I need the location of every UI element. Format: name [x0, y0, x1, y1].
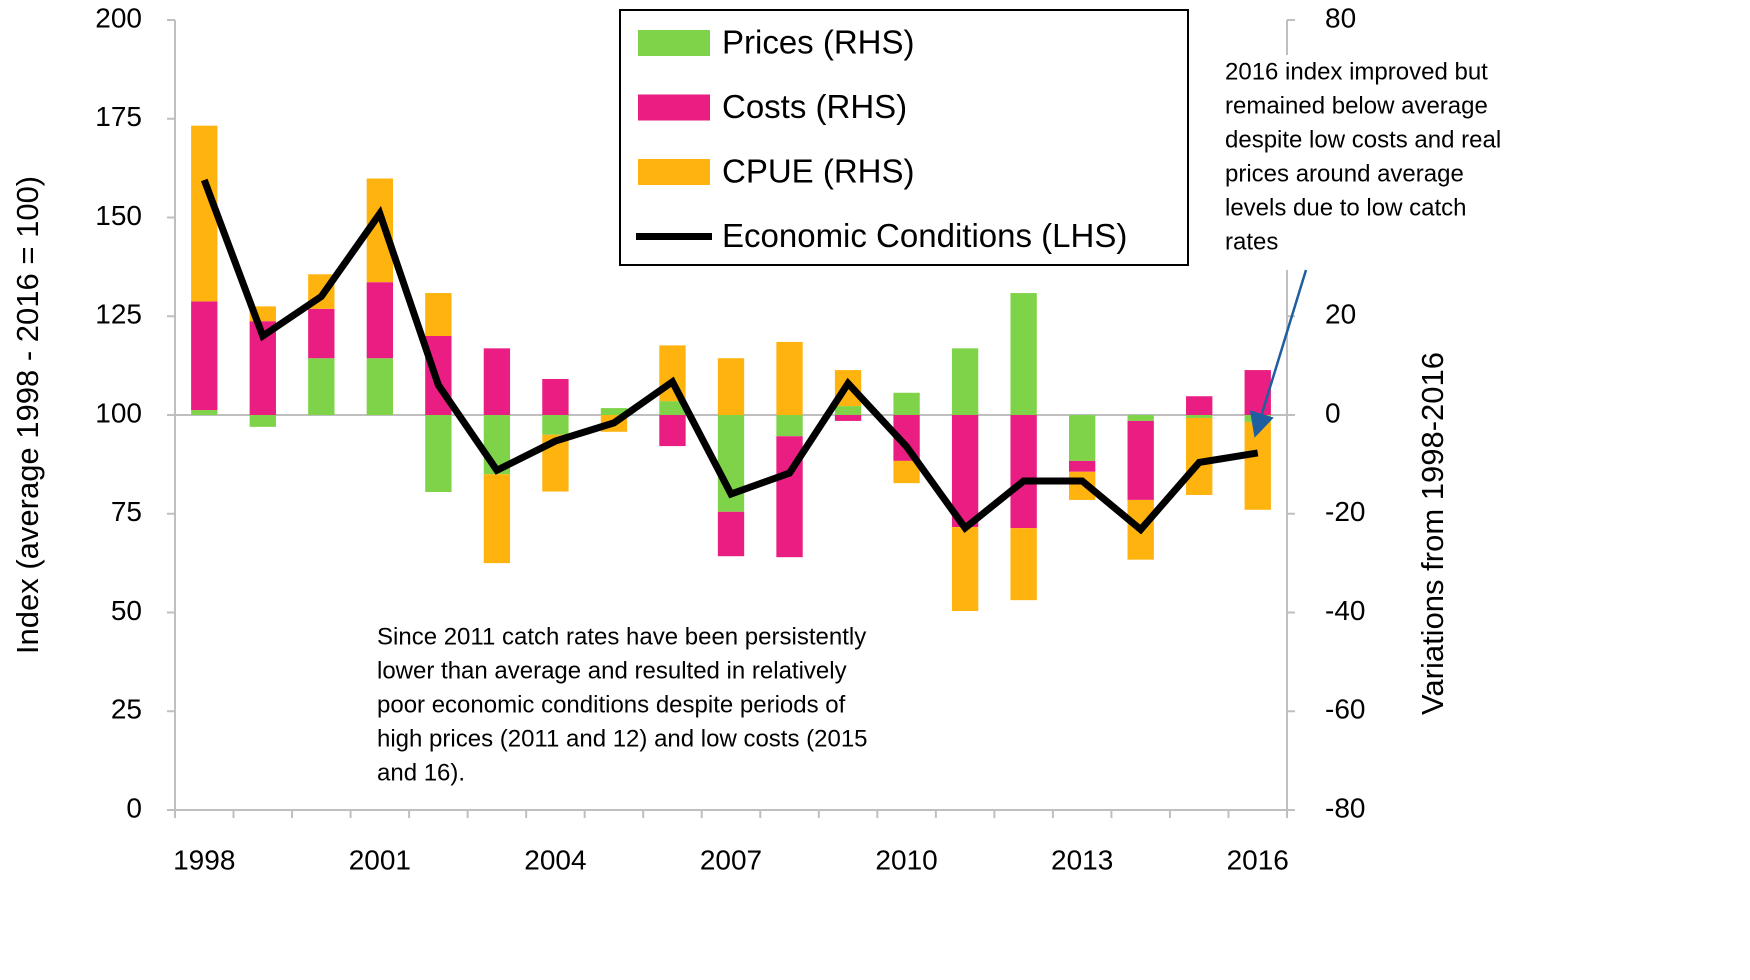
bar: [1127, 420, 1154, 500]
bar: [1244, 415, 1271, 422]
legend-label: Costs (RHS): [722, 88, 907, 125]
bar: [1186, 417, 1213, 495]
bar: [776, 341, 803, 415]
y2-tick-label: 0: [1325, 397, 1341, 428]
line: [200, 178, 1259, 535]
annotation-arrow: [1249, 269, 1308, 438]
bar: [717, 511, 745, 557]
y-tick-label: 75: [111, 496, 142, 527]
legend-label: Prices (RHS): [722, 24, 915, 61]
bar: [425, 415, 452, 493]
y-tick-label: 125: [95, 299, 142, 330]
y-tick-label: 50: [111, 595, 142, 626]
bar: [1068, 460, 1096, 472]
bar: [542, 415, 569, 435]
x-tick-label: 2010: [875, 844, 937, 875]
bar: [1186, 396, 1213, 415]
annotation: rates: [1225, 228, 1278, 255]
y-tick-label: 100: [95, 397, 142, 428]
annotation: remained below average: [1225, 92, 1488, 119]
x-tick-label: 2007: [700, 844, 762, 875]
annotation: 2016 index improved but: [1225, 58, 1488, 85]
legend-swatch: [638, 159, 710, 185]
bar: [191, 410, 218, 415]
legend-swatch: [638, 30, 710, 56]
y-axis-title: Index (average 1998 - 2016 = 100): [10, 176, 45, 654]
bar: [249, 415, 276, 427]
bar: [1244, 370, 1271, 415]
x-tick-label: 2001: [349, 844, 411, 875]
bar: [425, 293, 452, 336]
bar: [951, 348, 979, 415]
bar: [308, 358, 335, 415]
annotation: prices around average: [1225, 160, 1464, 187]
annotation: levels due to low catch: [1225, 194, 1466, 221]
bar: [834, 415, 862, 421]
bar: [1127, 415, 1154, 421]
annotation: high prices (2011 and 12) and low costs …: [377, 725, 868, 752]
bar: [1244, 421, 1271, 510]
bar: [1068, 415, 1096, 461]
bar: [600, 408, 628, 415]
bar: [1186, 415, 1213, 418]
x-tick-label: 2004: [524, 844, 586, 875]
bar: [542, 378, 569, 415]
y2-tick-label: -80: [1325, 792, 1365, 823]
y2-axis-title: Variations from 1998-2016: [1415, 352, 1450, 715]
x-tick-label: 2013: [1051, 844, 1113, 875]
y-tick-label: 175: [95, 101, 142, 132]
bar: [717, 358, 745, 415]
annotation: poor economic conditions despite periods…: [377, 691, 846, 718]
bar: [483, 474, 511, 564]
bar: [191, 125, 218, 302]
bar: [308, 308, 335, 359]
bar: [366, 282, 394, 359]
y2-tick-label: -20: [1325, 496, 1365, 527]
y2-tick-label: -40: [1325, 595, 1365, 626]
bar: [951, 527, 979, 612]
bar: [776, 415, 803, 437]
bar: [191, 301, 218, 411]
bar: [1010, 528, 1037, 601]
x-tick-label: 2016: [1227, 844, 1289, 875]
bar: [834, 406, 862, 415]
bar: [659, 415, 686, 447]
legend-swatch: [638, 94, 710, 121]
bar: [483, 348, 511, 415]
annotation: despite low costs and real: [1225, 126, 1501, 153]
y2-tick-label: 20: [1325, 299, 1356, 330]
y-tick-label: 0: [126, 792, 142, 823]
y-tick-label: 150: [95, 200, 142, 231]
y-tick-label: 200: [95, 2, 142, 33]
y-tick-label: 25: [111, 694, 142, 725]
bar: [1010, 293, 1037, 415]
annotation-bg: [1215, 55, 1555, 270]
annotation: and 16).: [377, 759, 465, 786]
legend-label: CPUE (RHS): [722, 153, 915, 190]
bar: [366, 358, 394, 415]
bar: [893, 460, 920, 484]
bar: [659, 401, 686, 415]
x-tick-label: 1998: [173, 844, 235, 875]
bar: [1010, 415, 1037, 529]
legend-box: [619, 9, 1189, 266]
y2-tick-label: 80: [1325, 2, 1356, 33]
annotation: lower than average and resulted in relat…: [377, 657, 847, 684]
bar: [951, 415, 979, 528]
legend-label: Economic Conditions (LHS): [722, 217, 1127, 254]
bar: [893, 392, 920, 415]
annotation: Since 2011 catch rates have been persist…: [377, 623, 866, 650]
y2-tick-label: -60: [1325, 694, 1365, 725]
